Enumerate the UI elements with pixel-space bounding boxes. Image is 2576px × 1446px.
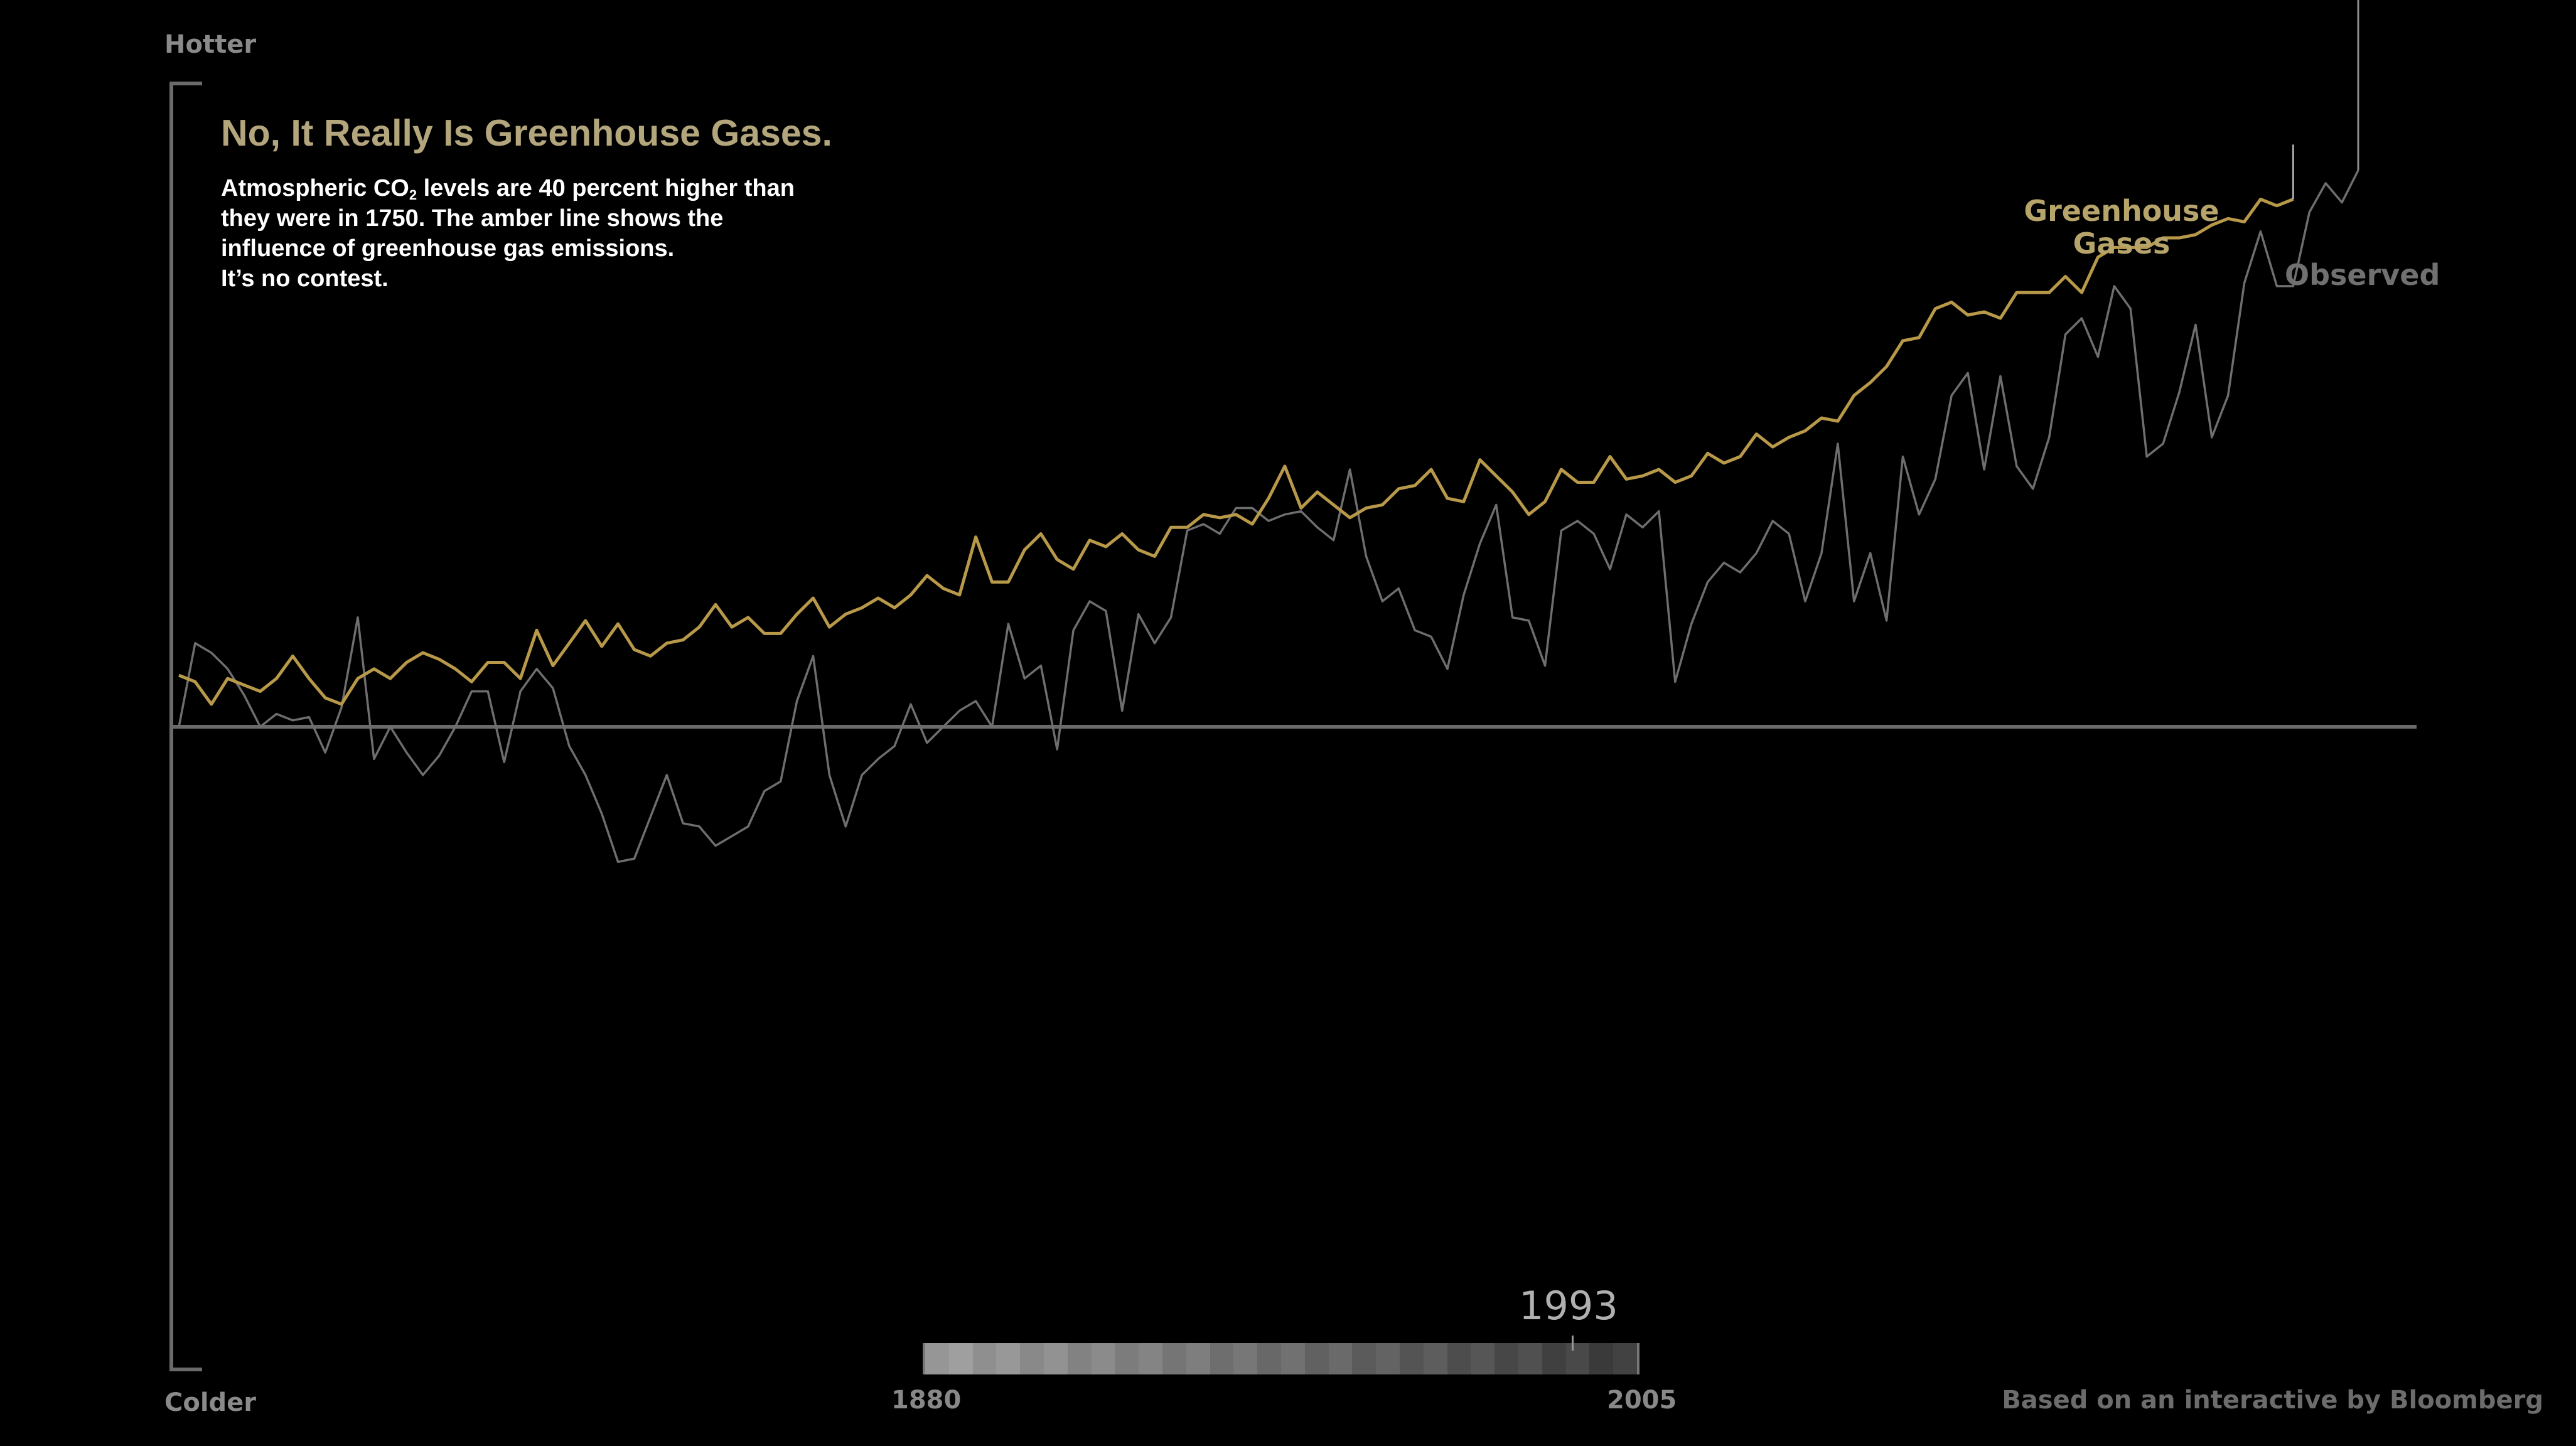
timeline-segment[interactable]: [1257, 1343, 1281, 1374]
observed-line: [178, 169, 2359, 864]
timeline-segment[interactable]: [1091, 1343, 1115, 1374]
timeline-segment[interactable]: [1067, 1343, 1092, 1374]
timeline-segment[interactable]: [1328, 1343, 1353, 1374]
timeline-segment[interactable]: [1542, 1343, 1566, 1374]
timeline-segment[interactable]: [1352, 1343, 1377, 1374]
timeline-segment[interactable]: [1280, 1343, 1305, 1374]
timeline-end-label: 2005: [1607, 1386, 1677, 1415]
timeline-segment[interactable]: [1020, 1343, 1044, 1374]
timeline-segment[interactable]: [948, 1343, 973, 1374]
description-line-4: It’s no contest.: [221, 265, 389, 292]
timeline-segment[interactable]: [1162, 1343, 1186, 1374]
chart-title: No, It Really Is Greenhouse Gases.: [221, 112, 832, 154]
description-line-2: they were in 1750. The amber line shows …: [221, 205, 724, 232]
timeline-segment[interactable]: [1043, 1343, 1068, 1374]
timeline-segment[interactable]: [1399, 1343, 1424, 1374]
timeline-segment[interactable]: [1423, 1343, 1447, 1374]
hotter-label: Hotter: [164, 30, 257, 59]
observed-series-label: Observed: [2285, 258, 2440, 292]
timeline-segment[interactable]: [1139, 1343, 1162, 1374]
timeline-segment[interactable]: [1376, 1343, 1400, 1374]
timeline-segment[interactable]: [1186, 1343, 1210, 1374]
timeline-segment[interactable]: [1565, 1343, 1590, 1374]
timeline-segment[interactable]: [1589, 1343, 1614, 1374]
greenhouse-series-label: Greenhouse Gases: [1996, 195, 2247, 260]
timeline-segment[interactable]: [1613, 1343, 1637, 1374]
timeline-segment[interactable]: [1447, 1343, 1471, 1374]
timeline-segment[interactable]: [1304, 1343, 1329, 1374]
timeline-segment[interactable]: [1518, 1343, 1542, 1374]
greenhouse-label-line-1: Greenhouse: [2024, 194, 2219, 228]
description-co2-subscript: 2: [409, 187, 417, 203]
axes: [169, 82, 2417, 1371]
timeline-segment[interactable]: [996, 1343, 1021, 1374]
greenhouse-gases-line: [178, 198, 2294, 706]
description-line-1: Atmospheric CO2 levels are 40 percent hi…: [221, 173, 874, 203]
description-line-3: influence of greenhouse gas emissions.: [221, 235, 675, 262]
current-year-readout: 1993: [1519, 1283, 1618, 1329]
description-line-1-rest: levels are 40 percent higher than: [417, 175, 795, 201]
timeline-scrubber[interactable]: [923, 1336, 1640, 1374]
timeline-segment[interactable]: [1233, 1343, 1258, 1374]
greenhouse-label-line-2: Gases: [2073, 227, 2171, 260]
timeline-segment[interactable]: [1115, 1343, 1139, 1374]
timeline-segment[interactable]: [1495, 1343, 1518, 1374]
timeline-segment[interactable]: [972, 1343, 997, 1374]
timeline-segment[interactable]: [1471, 1343, 1495, 1374]
timeline-segment[interactable]: [925, 1343, 949, 1374]
chart-description: Atmospheric CO2 levels are 40 percent hi…: [221, 173, 874, 294]
timeline-segment[interactable]: [1210, 1343, 1234, 1374]
series-layer: [178, 0, 2359, 864]
credit-text: Based on an interactive by Bloomberg: [2002, 1386, 2543, 1415]
colder-label: Colder: [164, 1388, 257, 1417]
timeline-handle[interactable]: [1572, 1336, 1574, 1351]
timeline-start-label: 1880: [891, 1386, 962, 1415]
description-co2-prefix: Atmospheric CO: [221, 175, 409, 201]
